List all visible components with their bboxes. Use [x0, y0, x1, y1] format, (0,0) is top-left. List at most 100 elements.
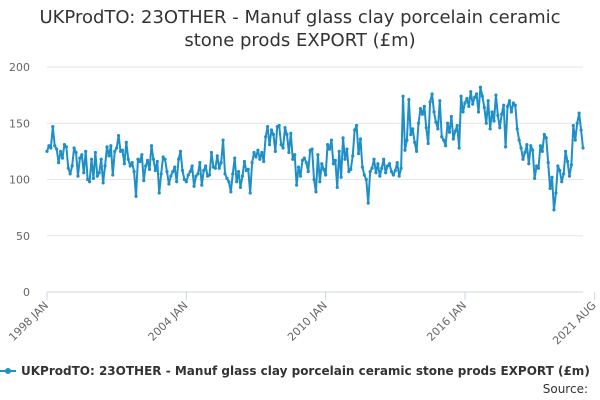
data-point[interactable]: [548, 186, 552, 191]
data-point[interactable]: [482, 105, 486, 110]
data-point[interactable]: [356, 152, 361, 156]
data-point[interactable]: [213, 166, 217, 170]
data-point[interactable]: [478, 85, 483, 89]
data-point[interactable]: [163, 157, 167, 161]
data-point[interactable]: [285, 132, 289, 137]
data-point[interactable]: [571, 123, 575, 128]
data-point[interactable]: [492, 119, 496, 123]
data-point[interactable]: [64, 145, 68, 149]
data-point[interactable]: [293, 153, 297, 157]
data-point[interactable]: [130, 161, 134, 165]
data-point[interactable]: [329, 138, 334, 142]
data-point[interactable]: [111, 173, 115, 177]
data-point[interactable]: [236, 170, 241, 174]
data-point[interactable]: [176, 157, 181, 161]
data-point[interactable]: [335, 185, 339, 189]
data-point[interactable]: [198, 161, 202, 165]
data-point[interactable]: [525, 143, 529, 147]
data-point[interactable]: [76, 174, 80, 178]
data-point[interactable]: [403, 148, 407, 152]
data-point[interactable]: [573, 138, 577, 142]
data-point[interactable]: [80, 153, 84, 157]
data-point[interactable]: [550, 175, 554, 179]
data-point[interactable]: [296, 165, 301, 169]
data-point[interactable]: [60, 156, 65, 160]
data-point[interactable]: [215, 154, 219, 158]
legend[interactable]: UKProdTO: 23OTHER - Manuf glass clay por…: [0, 364, 590, 378]
data-point[interactable]: [382, 157, 386, 161]
data-point[interactable]: [196, 172, 200, 176]
data-point[interactable]: [53, 144, 57, 148]
data-point[interactable]: [562, 172, 566, 176]
data-point[interactable]: [418, 107, 423, 111]
data-point[interactable]: [380, 166, 384, 170]
data-point[interactable]: [536, 166, 541, 170]
data-point[interactable]: [397, 174, 401, 178]
data-point[interactable]: [231, 172, 235, 176]
data-point[interactable]: [126, 157, 130, 161]
data-point[interactable]: [534, 164, 539, 168]
data-point[interactable]: [426, 141, 430, 146]
data-point[interactable]: [149, 144, 154, 148]
data-point[interactable]: [89, 157, 94, 161]
data-point[interactable]: [240, 174, 245, 178]
data-point[interactable]: [82, 171, 86, 175]
data-point[interactable]: [544, 136, 548, 140]
data-point[interactable]: [258, 157, 262, 161]
data-point[interactable]: [563, 149, 568, 153]
data-point[interactable]: [325, 143, 330, 147]
data-point[interactable]: [142, 179, 146, 183]
data-point[interactable]: [260, 150, 264, 155]
data-point[interactable]: [151, 157, 156, 161]
data-point[interactable]: [399, 166, 403, 170]
data-point[interactable]: [128, 164, 132, 168]
data-point[interactable]: [264, 135, 268, 139]
data-point[interactable]: [113, 149, 117, 153]
data-point[interactable]: [414, 149, 419, 153]
data-point[interactable]: [109, 144, 113, 148]
data-point[interactable]: [347, 170, 351, 174]
data-point[interactable]: [229, 190, 233, 194]
data-point[interactable]: [45, 149, 49, 153]
data-point[interactable]: [192, 184, 196, 188]
data-point[interactable]: [511, 101, 515, 105]
data-point[interactable]: [413, 140, 417, 144]
data-point[interactable]: [320, 162, 324, 166]
data-point[interactable]: [105, 145, 109, 149]
data-point[interactable]: [385, 164, 390, 168]
data-point[interactable]: [103, 164, 107, 168]
data-point[interactable]: [353, 128, 357, 132]
data-point[interactable]: [312, 177, 316, 182]
data-point[interactable]: [175, 180, 179, 184]
data-point[interactable]: [91, 176, 96, 180]
data-point[interactable]: [74, 150, 78, 155]
data-point[interactable]: [115, 146, 119, 150]
data-point[interactable]: [182, 177, 186, 182]
data-point[interactable]: [467, 104, 471, 108]
data-point[interactable]: [265, 125, 270, 129]
data-point[interactable]: [219, 161, 223, 165]
data-point[interactable]: [362, 173, 366, 177]
data-point[interactable]: [246, 167, 250, 171]
data-point[interactable]: [430, 92, 434, 96]
data-point[interactable]: [140, 153, 144, 157]
data-point[interactable]: [233, 156, 237, 160]
data-point[interactable]: [509, 110, 513, 114]
data-point[interactable]: [393, 168, 397, 173]
data-point[interactable]: [391, 173, 395, 177]
data-point[interactable]: [445, 121, 450, 125]
data-point[interactable]: [538, 144, 543, 148]
data-point[interactable]: [146, 158, 150, 162]
data-point[interactable]: [262, 159, 266, 164]
data-point[interactable]: [51, 125, 55, 129]
data-point[interactable]: [256, 148, 260, 152]
data-point[interactable]: [188, 170, 192, 174]
data-point[interactable]: [581, 146, 585, 150]
data-point[interactable]: [349, 167, 353, 171]
data-point[interactable]: [120, 148, 125, 152]
data-point[interactable]: [248, 191, 252, 195]
data-point[interactable]: [87, 180, 92, 184]
data-point[interactable]: [322, 167, 326, 171]
data-point[interactable]: [86, 177, 90, 182]
data-point[interactable]: [502, 103, 506, 107]
